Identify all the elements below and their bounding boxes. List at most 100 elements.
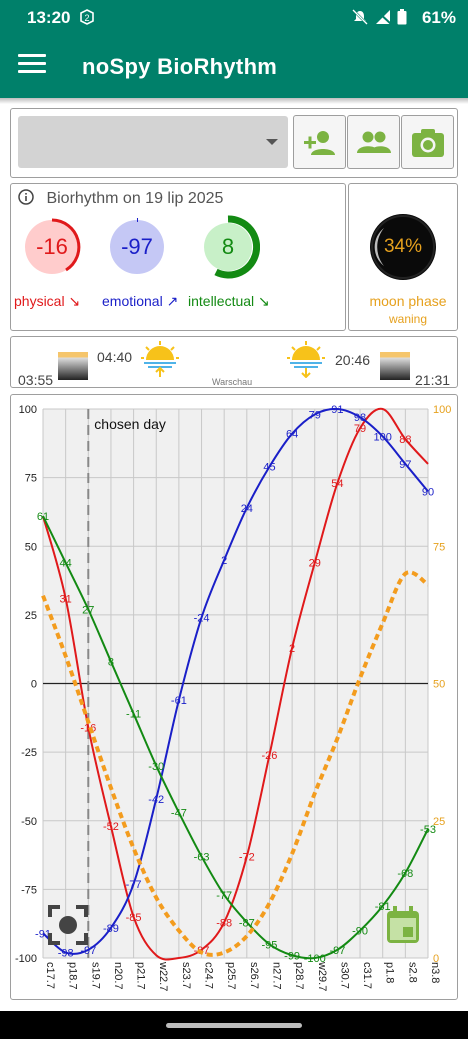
dusk-icon — [380, 352, 410, 380]
location-label: Warschau — [212, 377, 253, 387]
emotional-data-label: 2 — [221, 555, 227, 567]
emotional-data-label: 90 — [422, 486, 434, 498]
status-bar: 13:20 2 61% — [0, 0, 468, 34]
x-tick-label: s19.7 — [89, 962, 101, 989]
x-tick-label: p21.7 — [135, 962, 147, 990]
intellectual-data-label: -90 — [352, 926, 368, 938]
y-tick-label: 100 — [19, 404, 37, 416]
physical-value: -16 — [36, 234, 68, 259]
emotional-value: -97 — [121, 234, 153, 259]
emotional-data-label: 45 — [263, 462, 275, 474]
battery-icon — [397, 9, 407, 30]
svg-text:2: 2 — [84, 13, 89, 23]
y2-tick-label: 100 — [433, 404, 451, 416]
emotional-data-label: 64 — [286, 429, 298, 441]
physical-data-label: -26 — [262, 750, 278, 762]
y-tick-label: 25 — [25, 610, 37, 622]
intellectual-data-label: -87 — [239, 917, 255, 929]
emotional-data-label: 100 — [374, 431, 392, 443]
x-tick-label: w29.7 — [316, 961, 328, 991]
intellectual-data-label: -11 — [126, 709, 141, 721]
y2-tick-label: 0 — [433, 953, 439, 965]
chevron-down-icon — [266, 139, 278, 145]
emotional-data-label: -97 — [80, 945, 96, 957]
physical-data-label: -52 — [103, 821, 119, 833]
emotional-data-label: 98 — [354, 412, 366, 424]
dawn-icon — [58, 352, 88, 380]
calendar-button[interactable] — [386, 906, 420, 944]
x-tick-label: n27.7 — [270, 962, 282, 990]
emotional-label: emotional ↗ — [102, 293, 179, 309]
physical-data-label: 54 — [331, 478, 343, 490]
physical-data-label: -16 — [80, 722, 96, 734]
moon-phase-label: moon phase — [369, 293, 447, 309]
moon-icon: 34% — [370, 214, 436, 280]
intellectual-data-label: -81 — [375, 901, 391, 913]
physical-data-label: -85 — [126, 912, 142, 924]
camera-button[interactable] — [401, 115, 454, 169]
physical-label: physical ↘ — [14, 293, 81, 309]
moon-series-line — [41, 570, 430, 957]
intellectual-data-label: 44 — [60, 558, 72, 570]
x-tick-label: s23.7 — [180, 962, 192, 989]
app-bar-shadow — [0, 98, 468, 104]
moon-percent: 34% — [383, 236, 423, 257]
y-tick-label: -100 — [15, 953, 37, 965]
x-tick-label: p18.7 — [67, 962, 79, 990]
battery-percent: 61% — [421, 8, 456, 27]
physical-data-label: 29 — [309, 558, 321, 570]
x-tick-label: n20.7 — [112, 962, 124, 990]
emotional-data-label: 91 — [331, 404, 343, 416]
intellectual-series-line — [42, 515, 429, 960]
physical-data-label: 88 — [399, 434, 411, 446]
y2-tick-label: 25 — [433, 816, 445, 828]
y2-tick-label: 75 — [433, 541, 445, 553]
people-icon — [357, 131, 391, 153]
physical-data-label: 2 — [289, 643, 295, 655]
info-icon[interactable] — [18, 189, 34, 205]
y-tick-label: -25 — [21, 747, 37, 759]
people-button[interactable] — [347, 115, 400, 169]
emotional-data-label: -91 — [35, 928, 51, 940]
y-tick-label: -75 — [21, 884, 37, 896]
person-selector[interactable] — [18, 116, 288, 168]
sunrise-time: 04:40 — [97, 349, 133, 365]
emotional-data-label: 79 — [309, 409, 321, 421]
intellectual-data-label: -77 — [216, 890, 232, 902]
intellectual-data-label: -47 — [171, 808, 187, 820]
emotional-data-label: -89 — [103, 923, 119, 935]
app-title: noSpy BioRhythm — [82, 54, 278, 79]
emotional-data-label: 97 — [399, 459, 411, 471]
add-person-button[interactable] — [293, 115, 346, 169]
intellectual-data-label: -68 — [397, 868, 413, 880]
app-notification-icon: 2 — [80, 9, 94, 30]
screenshot-button[interactable] — [48, 905, 88, 945]
home-gesture-bar[interactable] — [166, 1023, 302, 1028]
dusk-time: 21:31 — [415, 372, 451, 388]
intellectual-data-label: 61 — [37, 511, 49, 523]
biorhythm-chart[interactable]: 100 75 50 25 0 -25 -50 -75 -100 100 75 50 25 0 c17.7 p1… — [10, 394, 458, 1000]
menu-icon[interactable] — [18, 54, 46, 78]
intellectual-label: intellectual ↘ — [188, 293, 270, 309]
sunrise-icon — [141, 341, 179, 377]
emotional-gauge: -97 — [109, 217, 165, 275]
intellectual-data-label: -99 — [284, 950, 300, 962]
emotional-data-label: -42 — [148, 794, 164, 806]
chosen-day-annotation: chosen day — [94, 416, 166, 432]
intellectual-data-label: -63 — [194, 851, 210, 863]
physical-gauge: -16 — [24, 218, 81, 275]
physical-series-line — [42, 407, 429, 961]
status-time: 13:20 — [27, 8, 71, 27]
emotional-data-label: -98 — [58, 948, 74, 960]
emotional-data-label: 24 — [241, 503, 253, 515]
intellectual-data-label: -95 — [262, 939, 278, 951]
x-tick-label: s30.7 — [338, 962, 350, 989]
intellectual-data-label: -100 — [304, 953, 326, 965]
dawn-time: 03:55 — [18, 372, 54, 388]
emotional-data-label: -61 — [171, 695, 187, 707]
emotional-data-label: -77 — [126, 879, 142, 891]
x-tick-label: p25.7 — [225, 962, 237, 990]
x-tick-label: c24.7 — [203, 962, 215, 989]
intellectual-data-label: -30 — [148, 761, 164, 773]
app-bar: noSpy BioRhythm — [0, 34, 468, 98]
